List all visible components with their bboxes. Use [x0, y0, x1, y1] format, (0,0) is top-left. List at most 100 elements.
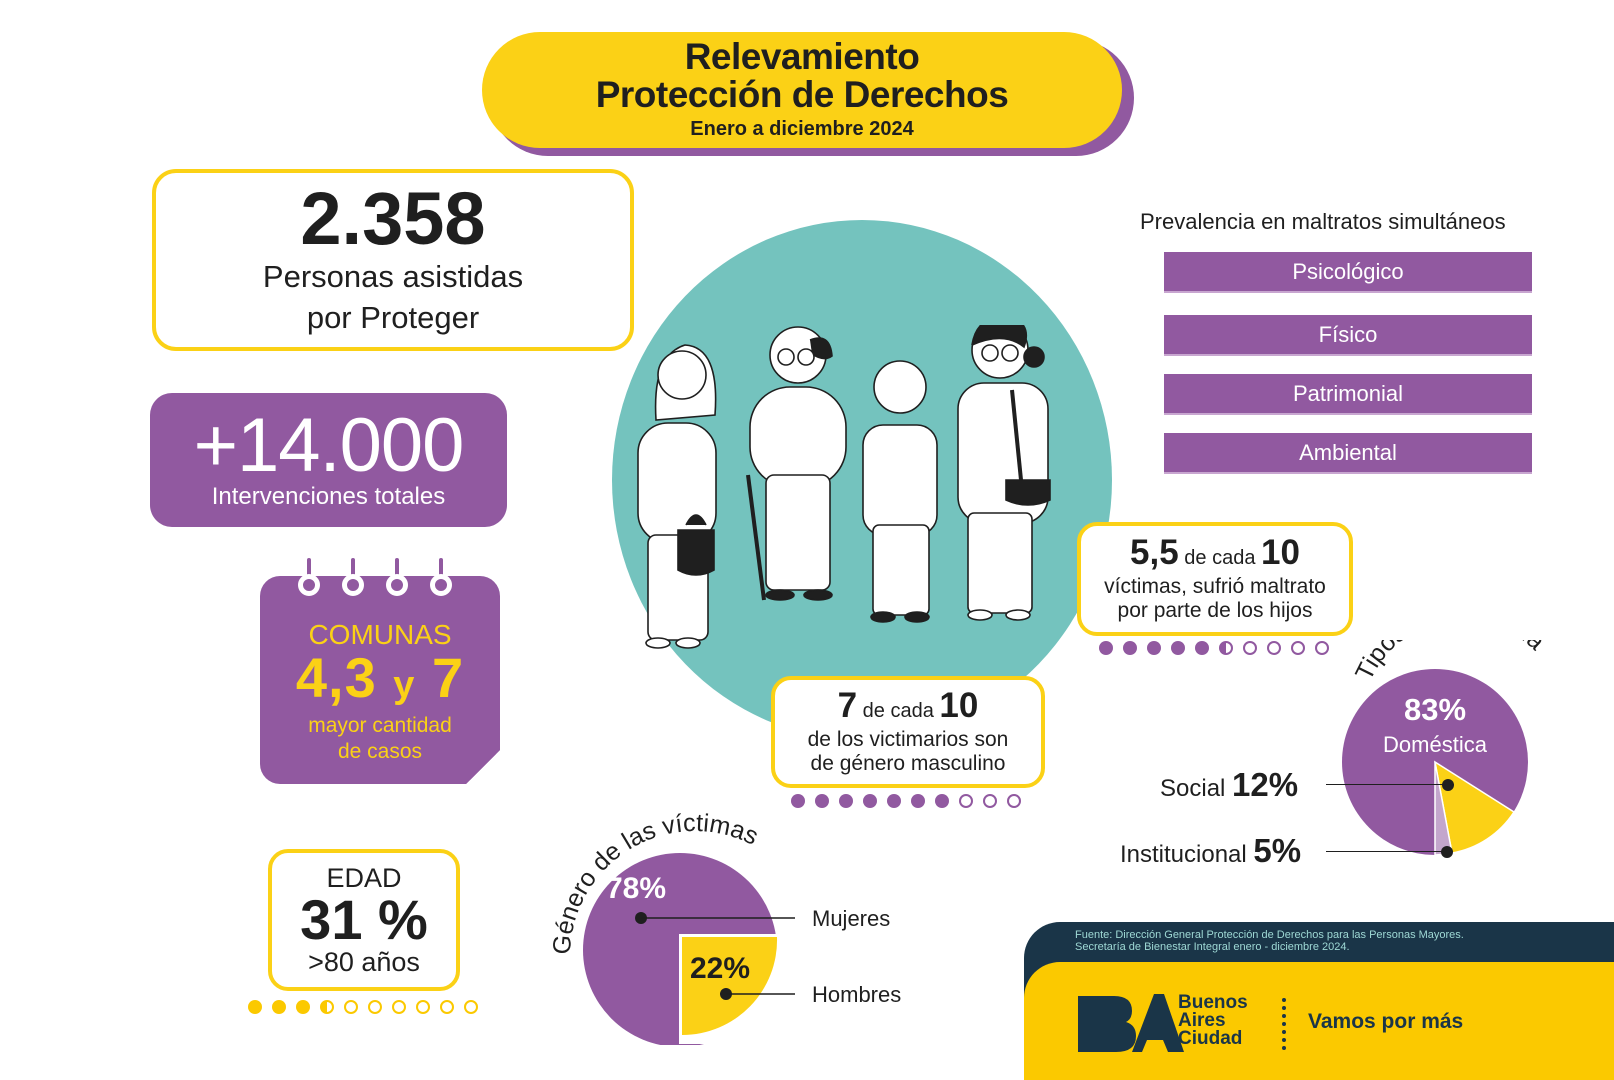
personas-label-line1: Personas asistidas: [262, 259, 524, 294]
intervenciones-value: +14.000: [193, 403, 465, 488]
victimarios-stat-num: 7: [837, 685, 858, 725]
institucional-leader-line: [1326, 851, 1444, 852]
personas-asistidas-card: 2.358 Personas asistidas por Proteger: [152, 169, 634, 351]
hijos-stat-line2: por parte de los hijos: [1117, 598, 1313, 622]
logo-line1: Buenos: [1178, 992, 1248, 1013]
person-woman-glasses-icon: [957, 325, 1051, 621]
indicator-dot: [320, 1000, 334, 1014]
indicator-dot: [416, 1000, 430, 1014]
source-line1: Fuente: Dirección General Protección de …: [1075, 929, 1464, 941]
person-man-cane-icon: [746, 326, 847, 601]
indicator-dot: [1123, 641, 1137, 655]
indicator-dot: [839, 794, 853, 808]
page-subtitle: Enero a diciembre 2024: [690, 118, 914, 140]
indicator-dot: [1219, 641, 1233, 655]
logo-line2: Aires: [1178, 1010, 1226, 1031]
indicator-dot: [1243, 641, 1257, 655]
comunas-numbers-first: 4,3: [295, 646, 377, 709]
intervenciones-label: Intervenciones totales: [211, 483, 446, 510]
calendar-ring-icon: [430, 558, 452, 598]
hijos-stat-mid: de cada: [1184, 546, 1256, 569]
hijos-stat-line1: víctimas, sufrió maltrato: [1104, 574, 1326, 598]
comunas-calendar-card: COMUNAS 4,3 y 7 mayor cantidad de casos: [260, 558, 500, 784]
victimarios-stat-den: 10: [939, 685, 979, 725]
hijos-stat-den: 10: [1261, 532, 1300, 572]
edad-dot-indicator: [248, 1000, 478, 1014]
victimarios-stat-card: 7 de cada 10 de los victimarios son de g…: [771, 676, 1045, 788]
indicator-dot: [440, 1000, 454, 1014]
hijos-dot-indicator: [1099, 641, 1329, 655]
footer-source-text: Fuente: Dirección General Protección de …: [1075, 929, 1595, 953]
ba-logo-icon: [1078, 994, 1184, 1052]
hijos-stat-headline: 5,5 de cada 10: [1130, 532, 1300, 575]
indicator-dot: [464, 1000, 478, 1014]
victimarios-stat-mid: de cada: [862, 699, 934, 722]
comunas-conjunction: y: [393, 664, 416, 706]
ba-logo-text: Buenos Aires Ciudad: [1178, 992, 1248, 1049]
indicator-dot: [1171, 641, 1185, 655]
indicator-dot: [1291, 641, 1305, 655]
indicator-dot: [983, 794, 997, 808]
hijos-stat-card: 5,5 de cada 10 víctimas, sufrió maltrato…: [1077, 522, 1353, 636]
hombres-pct: 22%: [690, 952, 750, 985]
page-title-line2: Protección de Derechos: [595, 74, 1009, 115]
victimarios-dot-indicator: [791, 794, 1021, 808]
comunas-numbers-last: 7: [431, 646, 465, 709]
domestica-pct: 83%: [1404, 692, 1466, 727]
indicator-dot: [344, 1000, 358, 1014]
person-woman-bag-icon: [637, 344, 717, 649]
indicator-dot: [248, 1000, 262, 1014]
indicator-dot: [887, 794, 901, 808]
prevalencia-item-ambiental: Ambiental: [1164, 433, 1532, 474]
indicator-dot: [272, 1000, 286, 1014]
edad-card: EDAD 31 % >80 años: [268, 849, 460, 991]
logo-divider: [1282, 998, 1286, 1050]
page-title-line1: Relevamiento: [684, 36, 920, 77]
victimarios-stat-line1: de los victimarios son: [807, 727, 1009, 751]
victimarios-stat-headline: 7 de cada 10: [837, 685, 979, 728]
indicator-dot: [863, 794, 877, 808]
indicator-dot: [1099, 641, 1113, 655]
indicator-dot: [1267, 641, 1281, 655]
institucional-label: Institucional 5%: [1120, 832, 1301, 870]
calendar-ring-icon: [298, 558, 320, 598]
prevalencia-item-patrimonial: Patrimonial: [1164, 374, 1532, 415]
comunas-desc-line2: de casos: [337, 740, 423, 763]
legend-hombres: Hombres: [812, 982, 901, 1007]
calendar-ring-icon: [386, 558, 408, 598]
hijos-stat-num: 5,5: [1130, 532, 1179, 572]
mujeres-pct: 78%: [606, 872, 666, 905]
edad-value: 31 %: [300, 888, 428, 951]
institucional-name: Institucional: [1120, 841, 1247, 868]
edad-desc: >80 años: [308, 947, 420, 977]
comunas-desc-line1: mayor cantidad: [308, 714, 452, 737]
prevalencia-item-psicologico: Psicológico: [1164, 252, 1532, 293]
social-name: Social: [1160, 775, 1226, 802]
comunas-label: COMUNAS: [308, 619, 452, 650]
social-label: Social 12%: [1160, 766, 1298, 804]
intervenciones-card: +14.000 Intervenciones totales: [150, 393, 507, 527]
legend-mujeres: Mujeres: [812, 906, 890, 931]
logo-line3: Ciudad: [1178, 1028, 1243, 1049]
indicator-dot: [296, 1000, 310, 1014]
social-leader-line: [1326, 784, 1444, 785]
indicator-dot: [1147, 641, 1161, 655]
tagline: Vamos por más: [1308, 1010, 1464, 1033]
indicator-dot: [935, 794, 949, 808]
indicator-dot: [1315, 641, 1329, 655]
indicator-dot: [368, 1000, 382, 1014]
calendar-ring-icon: [342, 558, 364, 598]
indicator-dot: [1195, 641, 1209, 655]
comunas-numbers: 4,3 y 7: [296, 650, 464, 713]
title-banner: Relevamiento Protección de Derechos Ener…: [482, 32, 1122, 148]
personas-value: 2.358: [300, 177, 486, 260]
indicator-dot: [791, 794, 805, 808]
institucional-pct: 5%: [1253, 832, 1302, 869]
victimarios-stat-line2: de género masculino: [810, 751, 1006, 775]
elderly-people-illustration: [637, 325, 1051, 649]
gender-pie-chart: Género de las víctimas 78% 22% Mujeres H…: [548, 809, 901, 1045]
indicator-dot: [815, 794, 829, 808]
prevalencia-item-fisico: Físico: [1164, 315, 1532, 356]
indicator-dot: [392, 1000, 406, 1014]
violence-types-pie-chart: Tipos de violencia 83% Doméstica: [1342, 640, 1550, 858]
